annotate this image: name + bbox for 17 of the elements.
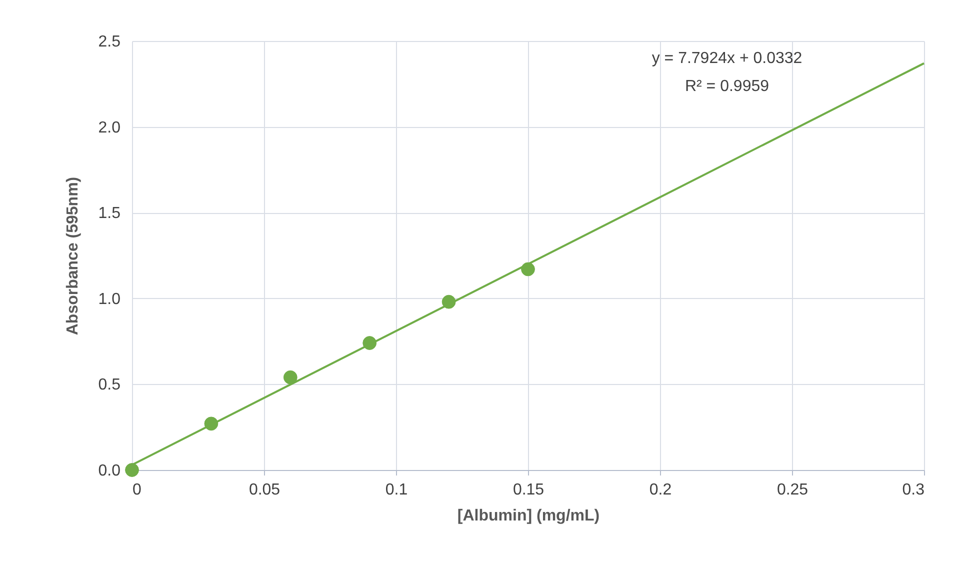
x-tick-label: 0.3 — [902, 482, 925, 498]
y-tick-label: 0.0 — [98, 462, 121, 480]
x-tick-label: 0.25 — [776, 482, 808, 498]
y-tick-label: 1.0 — [98, 290, 121, 308]
y-tick-label: 2.5 — [98, 34, 121, 50]
x-tick-label: 0.05 — [248, 482, 280, 498]
y-axis-title: Absorbance (595nm) — [64, 176, 82, 336]
x-tick-label: 0.2 — [649, 482, 672, 498]
y-tick-label: 0.5 — [98, 376, 121, 394]
x-tick-label: 0.1 — [385, 482, 408, 498]
annotation: R² = 0.9959 — [684, 78, 770, 95]
annotation: y = 7.7924x + 0.0332 — [652, 50, 802, 67]
y-tick-label: 1.5 — [98, 205, 121, 222]
x-tick-label: 0.15 — [512, 482, 544, 498]
x-tick-label: 0 — [132, 482, 142, 498]
x-axis-title: [Albumin] (mg/mL) — [457, 508, 600, 524]
y-tick-label: 2.0 — [98, 119, 121, 136]
